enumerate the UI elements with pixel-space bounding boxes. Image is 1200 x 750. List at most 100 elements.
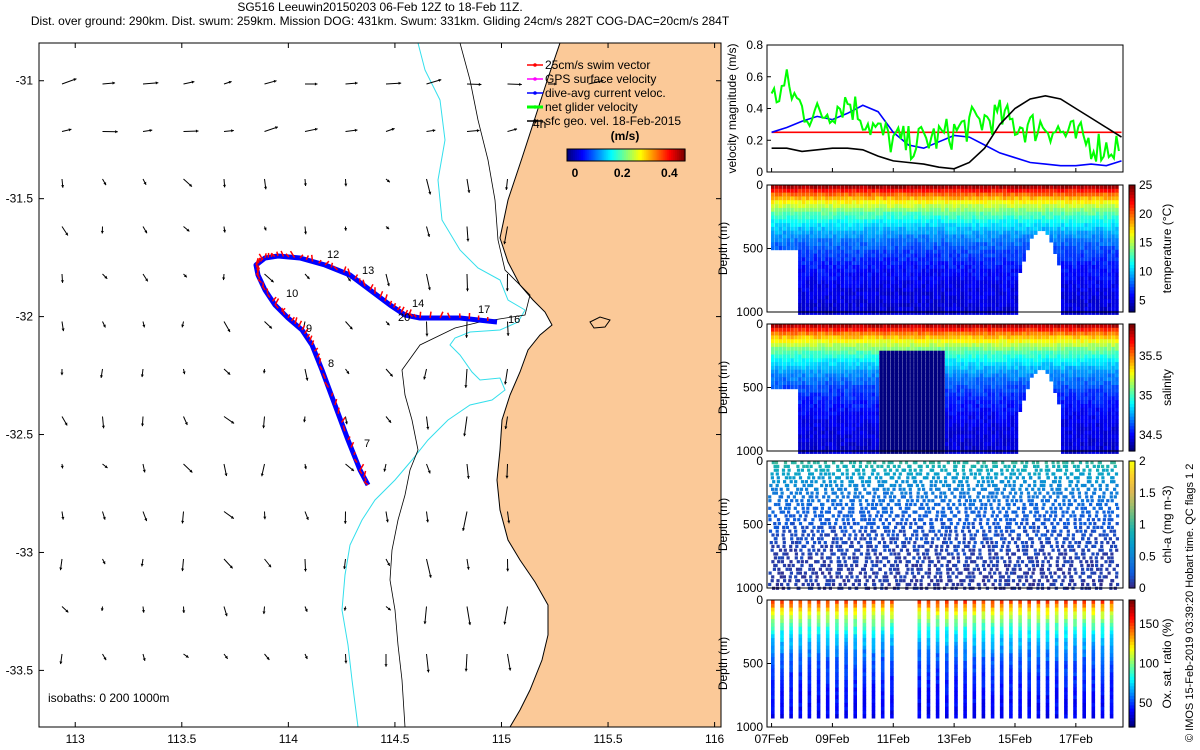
- data-point: [917, 230, 922, 235]
- data-point: [898, 392, 903, 397]
- data-point: [863, 404, 868, 409]
- data-point: [925, 324, 930, 329]
- data-point: [771, 211, 775, 216]
- data-point: [1103, 261, 1108, 266]
- data-point: [956, 234, 961, 239]
- data-point: [1006, 238, 1011, 243]
- data-point: [879, 331, 883, 336]
- data-point: [805, 230, 810, 235]
- data-point: [964, 385, 968, 390]
- data-point: [902, 343, 907, 348]
- data-point: [995, 185, 999, 190]
- data-point: [871, 196, 876, 201]
- data-point: [1095, 215, 1100, 220]
- data-point: [1018, 242, 1023, 247]
- data-point: [1064, 287, 1069, 293]
- data-point: [902, 430, 907, 435]
- data-point: [852, 415, 856, 420]
- data-point: [801, 284, 806, 289]
- data-point: [1107, 204, 1111, 209]
- data-point: [1091, 185, 1096, 190]
- data-point: [952, 381, 957, 386]
- data-point: [1030, 196, 1034, 201]
- data-point: [890, 230, 895, 235]
- data-point: [933, 276, 937, 281]
- data-point: [879, 196, 883, 201]
- current-arrowhead: [65, 609, 69, 613]
- data-point: [778, 324, 783, 329]
- panel-colorbar-swatch: [1129, 283, 1135, 288]
- data-point: [844, 354, 849, 359]
- data-point: [894, 339, 899, 344]
- data-point: [906, 200, 910, 205]
- data-point: [821, 257, 825, 262]
- data-point: [867, 331, 872, 336]
- data-point: [933, 324, 937, 329]
- data-point: [952, 204, 957, 209]
- data-point: [890, 331, 895, 336]
- data-point: [801, 204, 806, 209]
- data-point: [941, 327, 945, 332]
- data-point: [813, 385, 818, 390]
- data-point: [898, 196, 903, 201]
- data-point: [952, 200, 957, 205]
- data-point: [821, 226, 825, 232]
- data-point: [821, 362, 825, 367]
- current-arrowhead: [306, 276, 310, 280]
- data-point: [937, 396, 941, 401]
- data-point: [867, 238, 872, 243]
- data-point: [840, 358, 845, 363]
- current-arrow: [504, 368, 508, 385]
- data-point: [941, 434, 945, 439]
- data-point: [859, 400, 864, 405]
- panel-colorbar-swatch: [1129, 280, 1135, 285]
- data-point: [902, 373, 907, 378]
- colorbar-swatch: [616, 149, 619, 161]
- data-point: [1091, 310, 1096, 315]
- data-point: [883, 381, 887, 386]
- data-point: [952, 377, 957, 382]
- data-point: [840, 204, 845, 209]
- data-point: [910, 223, 914, 228]
- data-point: [906, 284, 910, 289]
- data-point: [945, 415, 949, 420]
- data-point: [941, 303, 945, 308]
- data-point: [972, 242, 976, 247]
- data-point: [999, 272, 1003, 277]
- data-point: [948, 442, 953, 447]
- data-point: [875, 268, 879, 273]
- swim-vector: [400, 306, 405, 313]
- data-point: [879, 192, 883, 197]
- data-point: [937, 306, 941, 312]
- data-point: [902, 419, 907, 424]
- data-point: [1091, 257, 1096, 262]
- swim-vector: [347, 436, 351, 441]
- data-point: [848, 400, 852, 405]
- current-arrowhead: [273, 79, 277, 83]
- data-point: [871, 411, 876, 416]
- data-point: [1072, 287, 1077, 293]
- data-point: [987, 303, 992, 308]
- data-point: [914, 242, 918, 247]
- data-point: [929, 284, 934, 289]
- data-point: [948, 381, 953, 386]
- data-point: [910, 291, 914, 296]
- data-point: [968, 196, 972, 201]
- data-point: [863, 445, 868, 451]
- data-point: [890, 423, 895, 428]
- data-point: [863, 396, 868, 401]
- data-point: [1111, 280, 1115, 285]
- colorbar-swatch: [580, 149, 584, 161]
- data-point: [1099, 192, 1104, 197]
- data-point: [929, 310, 934, 315]
- data-point: [813, 280, 818, 285]
- data-point: [914, 445, 918, 451]
- data-point: [925, 442, 930, 447]
- data-point: [832, 310, 837, 315]
- data-point: [975, 284, 980, 289]
- data-point: [972, 265, 976, 270]
- data-point: [921, 287, 926, 293]
- data-point: [859, 200, 864, 205]
- data-point: [921, 324, 926, 329]
- data-point: [844, 291, 849, 296]
